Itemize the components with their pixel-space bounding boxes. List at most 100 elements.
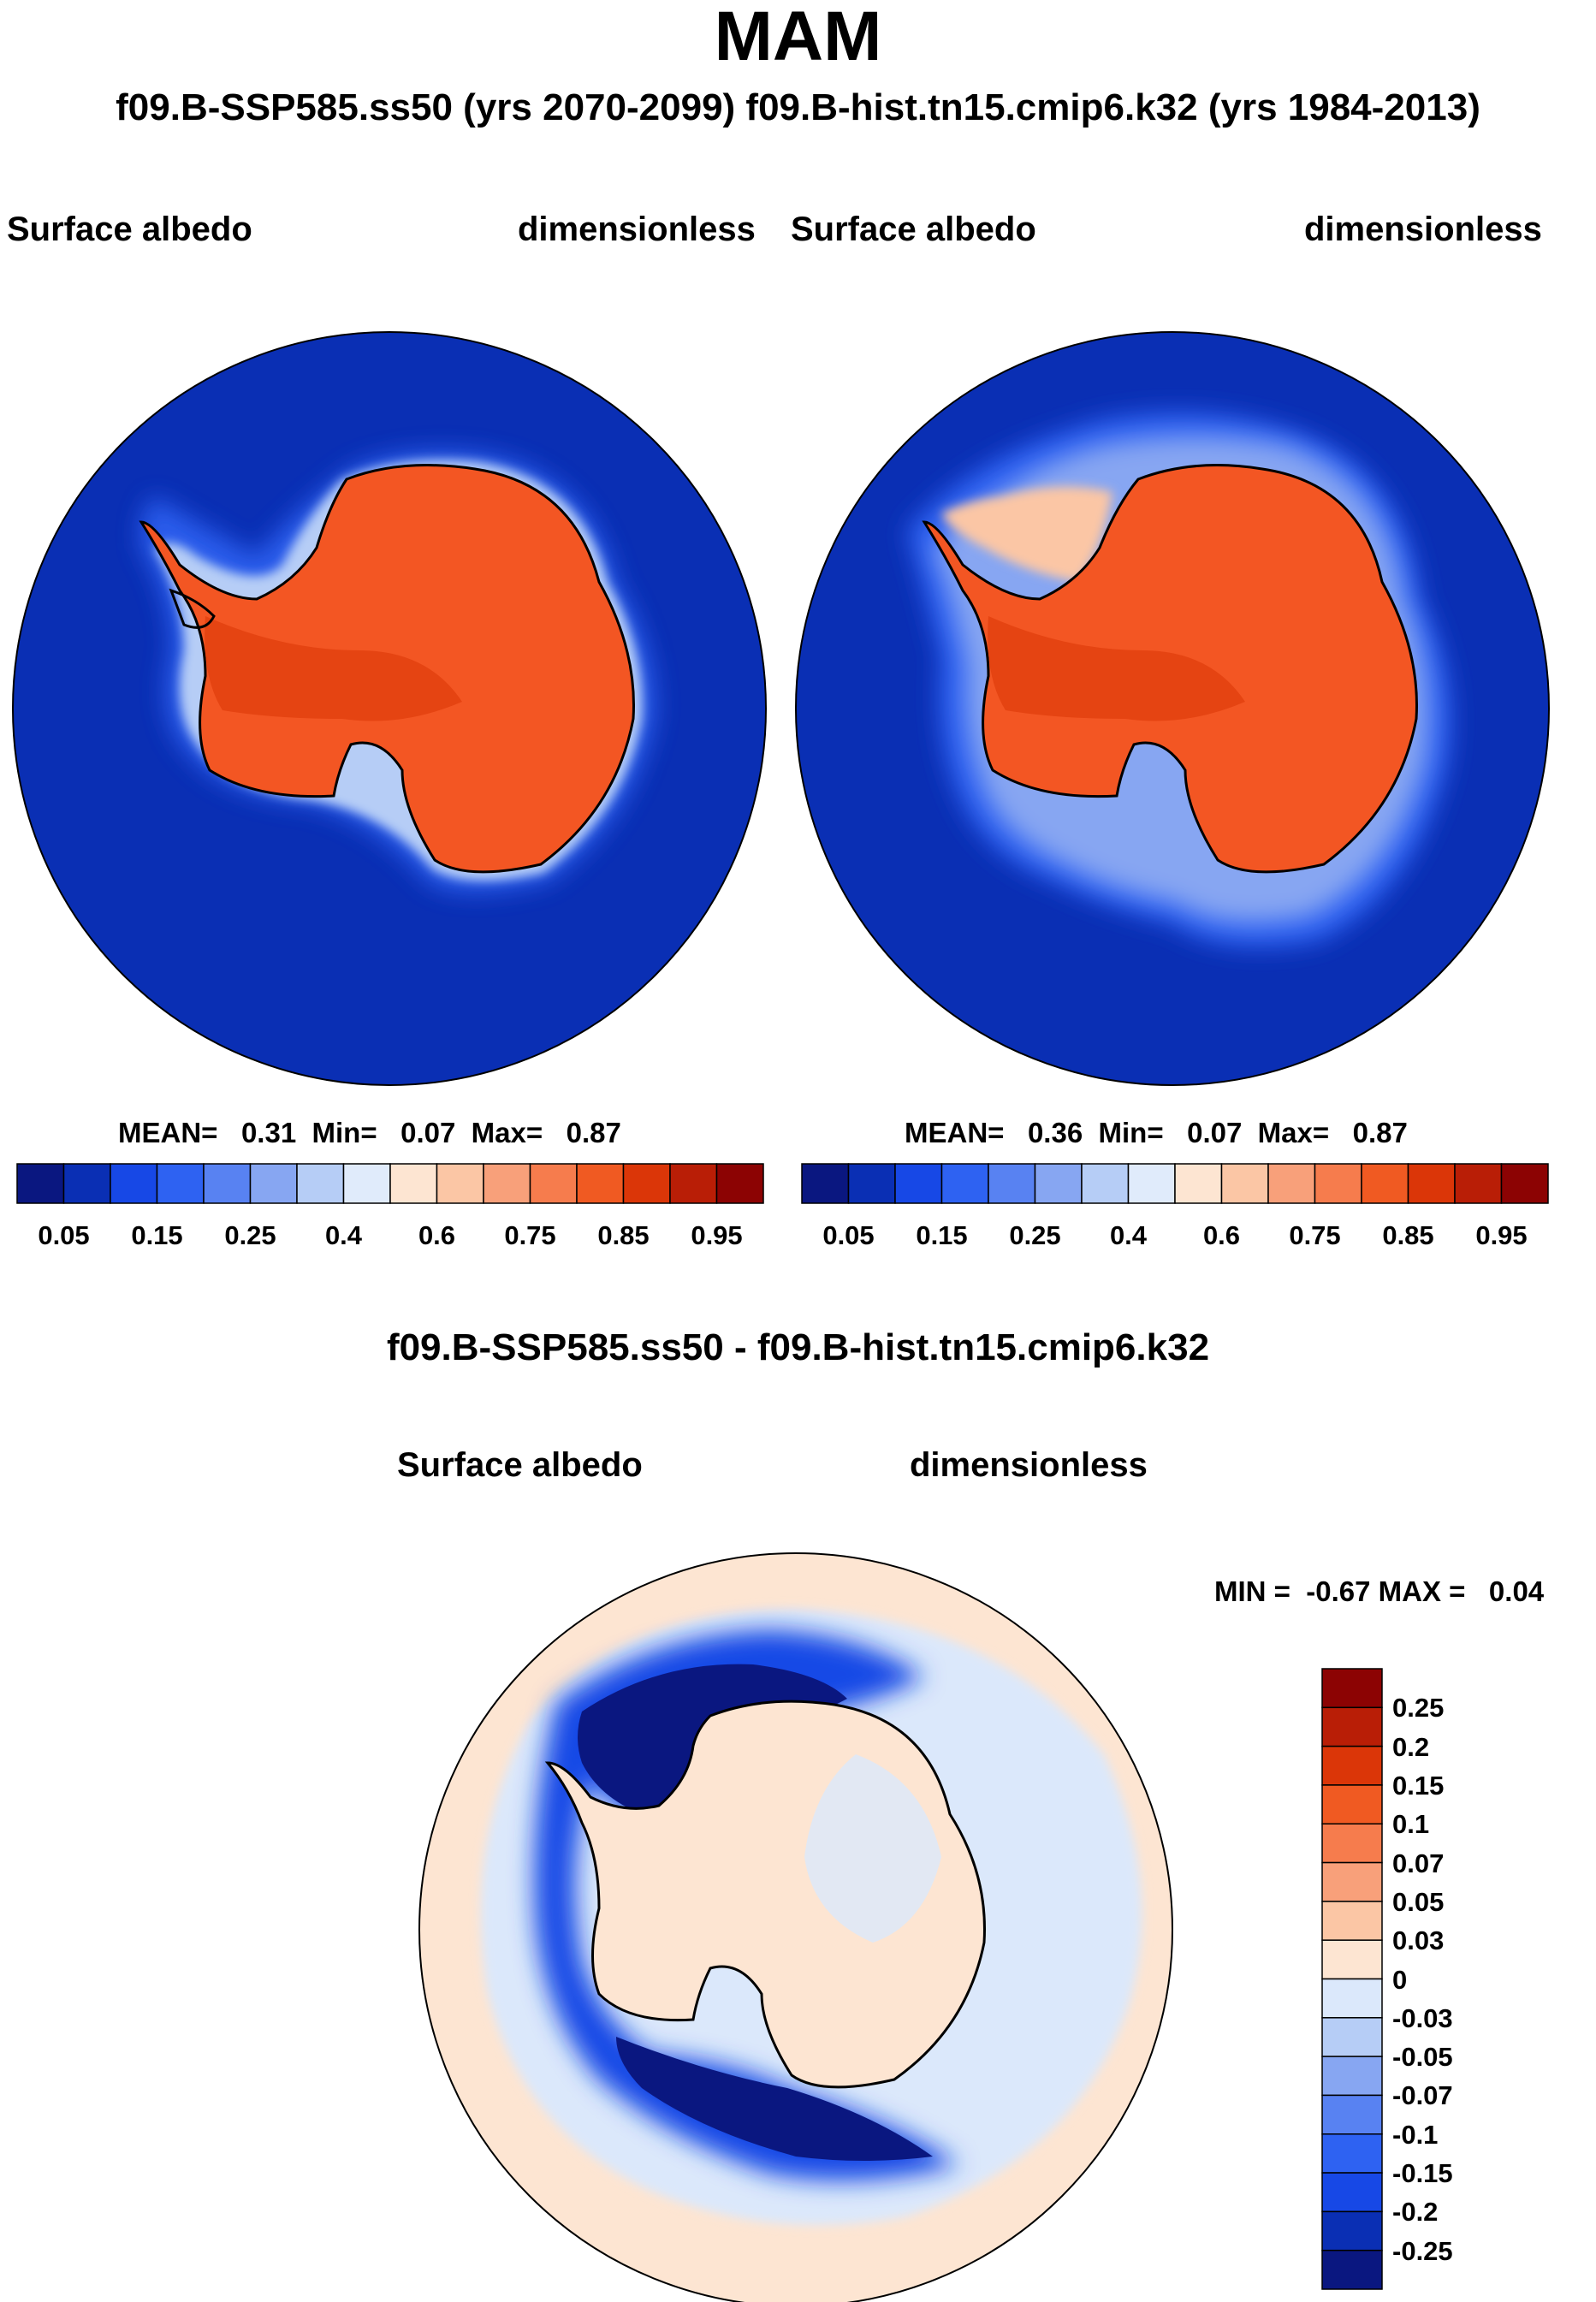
left-colorbar-swatch <box>436 1163 484 1204</box>
left-colorbar-tick-label: 0.4 <box>324 1220 363 1250</box>
diff-colorbar-tick-label: -0.15 <box>1392 2158 1453 2189</box>
left-colorbar-tick-label: 0.6 <box>418 1220 456 1250</box>
diff-colorbar-tick-label: 0.05 <box>1392 1886 1445 1917</box>
left-colorbar-swatch <box>389 1163 438 1204</box>
diff-colorbar-swatch <box>1321 2249 1383 2290</box>
right-colorbar-tick-label: 0.95 <box>1475 1220 1528 1250</box>
diff-colorbar-tick-label: 0.15 <box>1392 1770 1445 1801</box>
diff-map-inland-light <box>804 1754 941 1943</box>
diff-colorbar-tick-label: 0.07 <box>1392 1848 1445 1878</box>
diff-colorbar-tick-label: -0.1 <box>1392 2119 1439 2150</box>
left-colorbar-swatch <box>715 1163 764 1204</box>
right-colorbar-swatch <box>940 1163 989 1204</box>
right-colorbar-swatch <box>847 1163 896 1204</box>
right-colorbar-swatch <box>1127 1163 1176 1204</box>
diff-colorbar-swatch <box>1321 2094 1383 2135</box>
right-colorbar-swatch <box>1314 1163 1362 1204</box>
right-colorbar-swatch <box>1267 1163 1316 1204</box>
right-colorbar-swatch <box>801 1163 850 1204</box>
left-units-label: dimensionless <box>518 211 756 248</box>
right-colorbar-swatch <box>1081 1163 1130 1204</box>
left-colorbar-swatch <box>669 1163 718 1204</box>
right-map-ice-dark <box>988 616 1245 721</box>
diff-colorbar-tick-label: 0 <box>1392 1964 1408 1995</box>
right-map-ice-warm <box>941 486 1112 582</box>
left-colorbar-tick-label: 0.85 <box>597 1220 650 1250</box>
diff-colorbar-swatch <box>1321 1668 1383 1709</box>
left-colorbar-tick-label: 0.95 <box>691 1220 743 1250</box>
diff-colorbar-swatch <box>1321 1823 1383 1864</box>
right-colorbar-swatch <box>1361 1163 1409 1204</box>
diff-colorbar-tick-label: 0.2 <box>1392 1731 1430 1762</box>
right-colorbar-swatch <box>1407 1163 1456 1204</box>
right-colorbar-tick-label: 0.75 <box>1289 1220 1341 1250</box>
diff-colorbar-tick-label: -0.03 <box>1392 2002 1453 2033</box>
diff-colorbar-tick-label: -0.05 <box>1392 2042 1453 2073</box>
left-colorbar-swatch <box>296 1163 345 1204</box>
diff-units-label: dimensionless <box>910 1446 1148 1484</box>
diff-map-border <box>418 1552 1173 2302</box>
right-units-label: dimensionless <box>1304 211 1542 248</box>
right-colorbar-swatch <box>894 1163 943 1204</box>
diff-colorbar-swatch <box>1321 2056 1383 2097</box>
left-colorbar-swatch <box>576 1163 625 1204</box>
right-colorbar-tick-label: 0.85 <box>1382 1220 1434 1250</box>
diff-colorbar-tick-label: 0.25 <box>1392 1693 1445 1724</box>
right-colorbar-tick-label: 0.25 <box>1009 1220 1061 1250</box>
right-colorbar-swatch <box>1034 1163 1083 1204</box>
diff-colorbar-tick-label: -0.25 <box>1392 2235 1453 2266</box>
right-colorbar-tick-label: 0.6 <box>1202 1220 1241 1250</box>
diff-colorbar-swatch <box>1321 2133 1383 2174</box>
subtitle: f09.B-SSP585.ss50 (yrs 2070-2099) f09.B-… <box>116 86 1480 128</box>
diff-map <box>418 1552 1173 2302</box>
right-map <box>795 331 1550 1086</box>
diff-colorbar-swatch <box>1321 1861 1383 1902</box>
diff-colorbar-swatch <box>1321 1939 1383 1980</box>
diff-colorbar-swatch <box>1321 2210 1383 2252</box>
left-colorbar-tick-label: 0.05 <box>38 1220 90 1250</box>
left-colorbar-swatch <box>16 1163 65 1204</box>
left-colorbar-tick-label: 0.75 <box>504 1220 556 1250</box>
main-title: MAM <box>714 0 882 75</box>
diff-variable-label: Surface albedo <box>397 1446 643 1484</box>
left-colorbar-swatch <box>156 1163 205 1204</box>
left-colorbar-swatch <box>342 1163 391 1204</box>
left-colorbar-swatch <box>62 1163 111 1204</box>
diff-colorbar-swatch <box>1321 1901 1383 1941</box>
right-colorbar-swatch <box>1454 1163 1503 1204</box>
diff-title: f09.B-SSP585.ss50 - f09.B-hist.tn15.cmip… <box>386 1326 1210 1368</box>
left-stats: MEAN= 0.31 Min= 0.07 Max= 0.87 <box>118 1117 621 1148</box>
left-variable-label: Surface albedo <box>7 211 252 248</box>
diff-colorbar-tick-label: 0.1 <box>1392 1809 1430 1840</box>
left-colorbar-swatch <box>203 1163 252 1204</box>
right-colorbar-tick-label: 0.05 <box>822 1220 875 1250</box>
left-map <box>12 331 767 1086</box>
diff-colorbar-swatch <box>1321 1745 1383 1786</box>
left-map-peninsula-outline <box>169 588 216 629</box>
left-colorbar-swatch <box>529 1163 578 1204</box>
diff-colorbar-swatch <box>1321 2172 1383 2213</box>
diff-colorbar-swatch <box>1321 1978 1383 2019</box>
right-map-border <box>795 331 1550 1086</box>
diff-colorbar-swatch <box>1321 1706 1383 1747</box>
left-colorbar <box>16 1163 764 1204</box>
left-colorbar-tick-label: 0.15 <box>131 1220 183 1250</box>
right-colorbar <box>801 1163 1549 1204</box>
right-colorbar-swatch <box>988 1163 1036 1204</box>
right-variable-label: Surface albedo <box>791 211 1036 248</box>
left-colorbar-swatch <box>249 1163 298 1204</box>
right-colorbar-swatch <box>1220 1163 1269 1204</box>
diff-colorbar-tick-label: -0.2 <box>1392 2197 1439 2228</box>
diff-map-strong-negative-south <box>616 2037 933 2161</box>
right-colorbar-tick-label: 0.4 <box>1109 1220 1148 1250</box>
diff-minmax: MIN = -0.67 MAX = 0.04 <box>1214 1575 1545 1607</box>
diff-colorbar-tick-label: 0.03 <box>1392 1925 1445 1956</box>
diff-colorbar <box>1321 1668 1383 2290</box>
diff-colorbar-tick-label: -0.07 <box>1392 2080 1453 2111</box>
left-colorbar-swatch <box>622 1163 671 1204</box>
left-map-ice-dark <box>205 616 462 721</box>
left-colorbar-tick-label: 0.25 <box>224 1220 276 1250</box>
left-colorbar-swatch <box>483 1163 531 1204</box>
diff-colorbar-swatch <box>1321 2017 1383 2057</box>
right-colorbar-swatch <box>1174 1163 1223 1204</box>
